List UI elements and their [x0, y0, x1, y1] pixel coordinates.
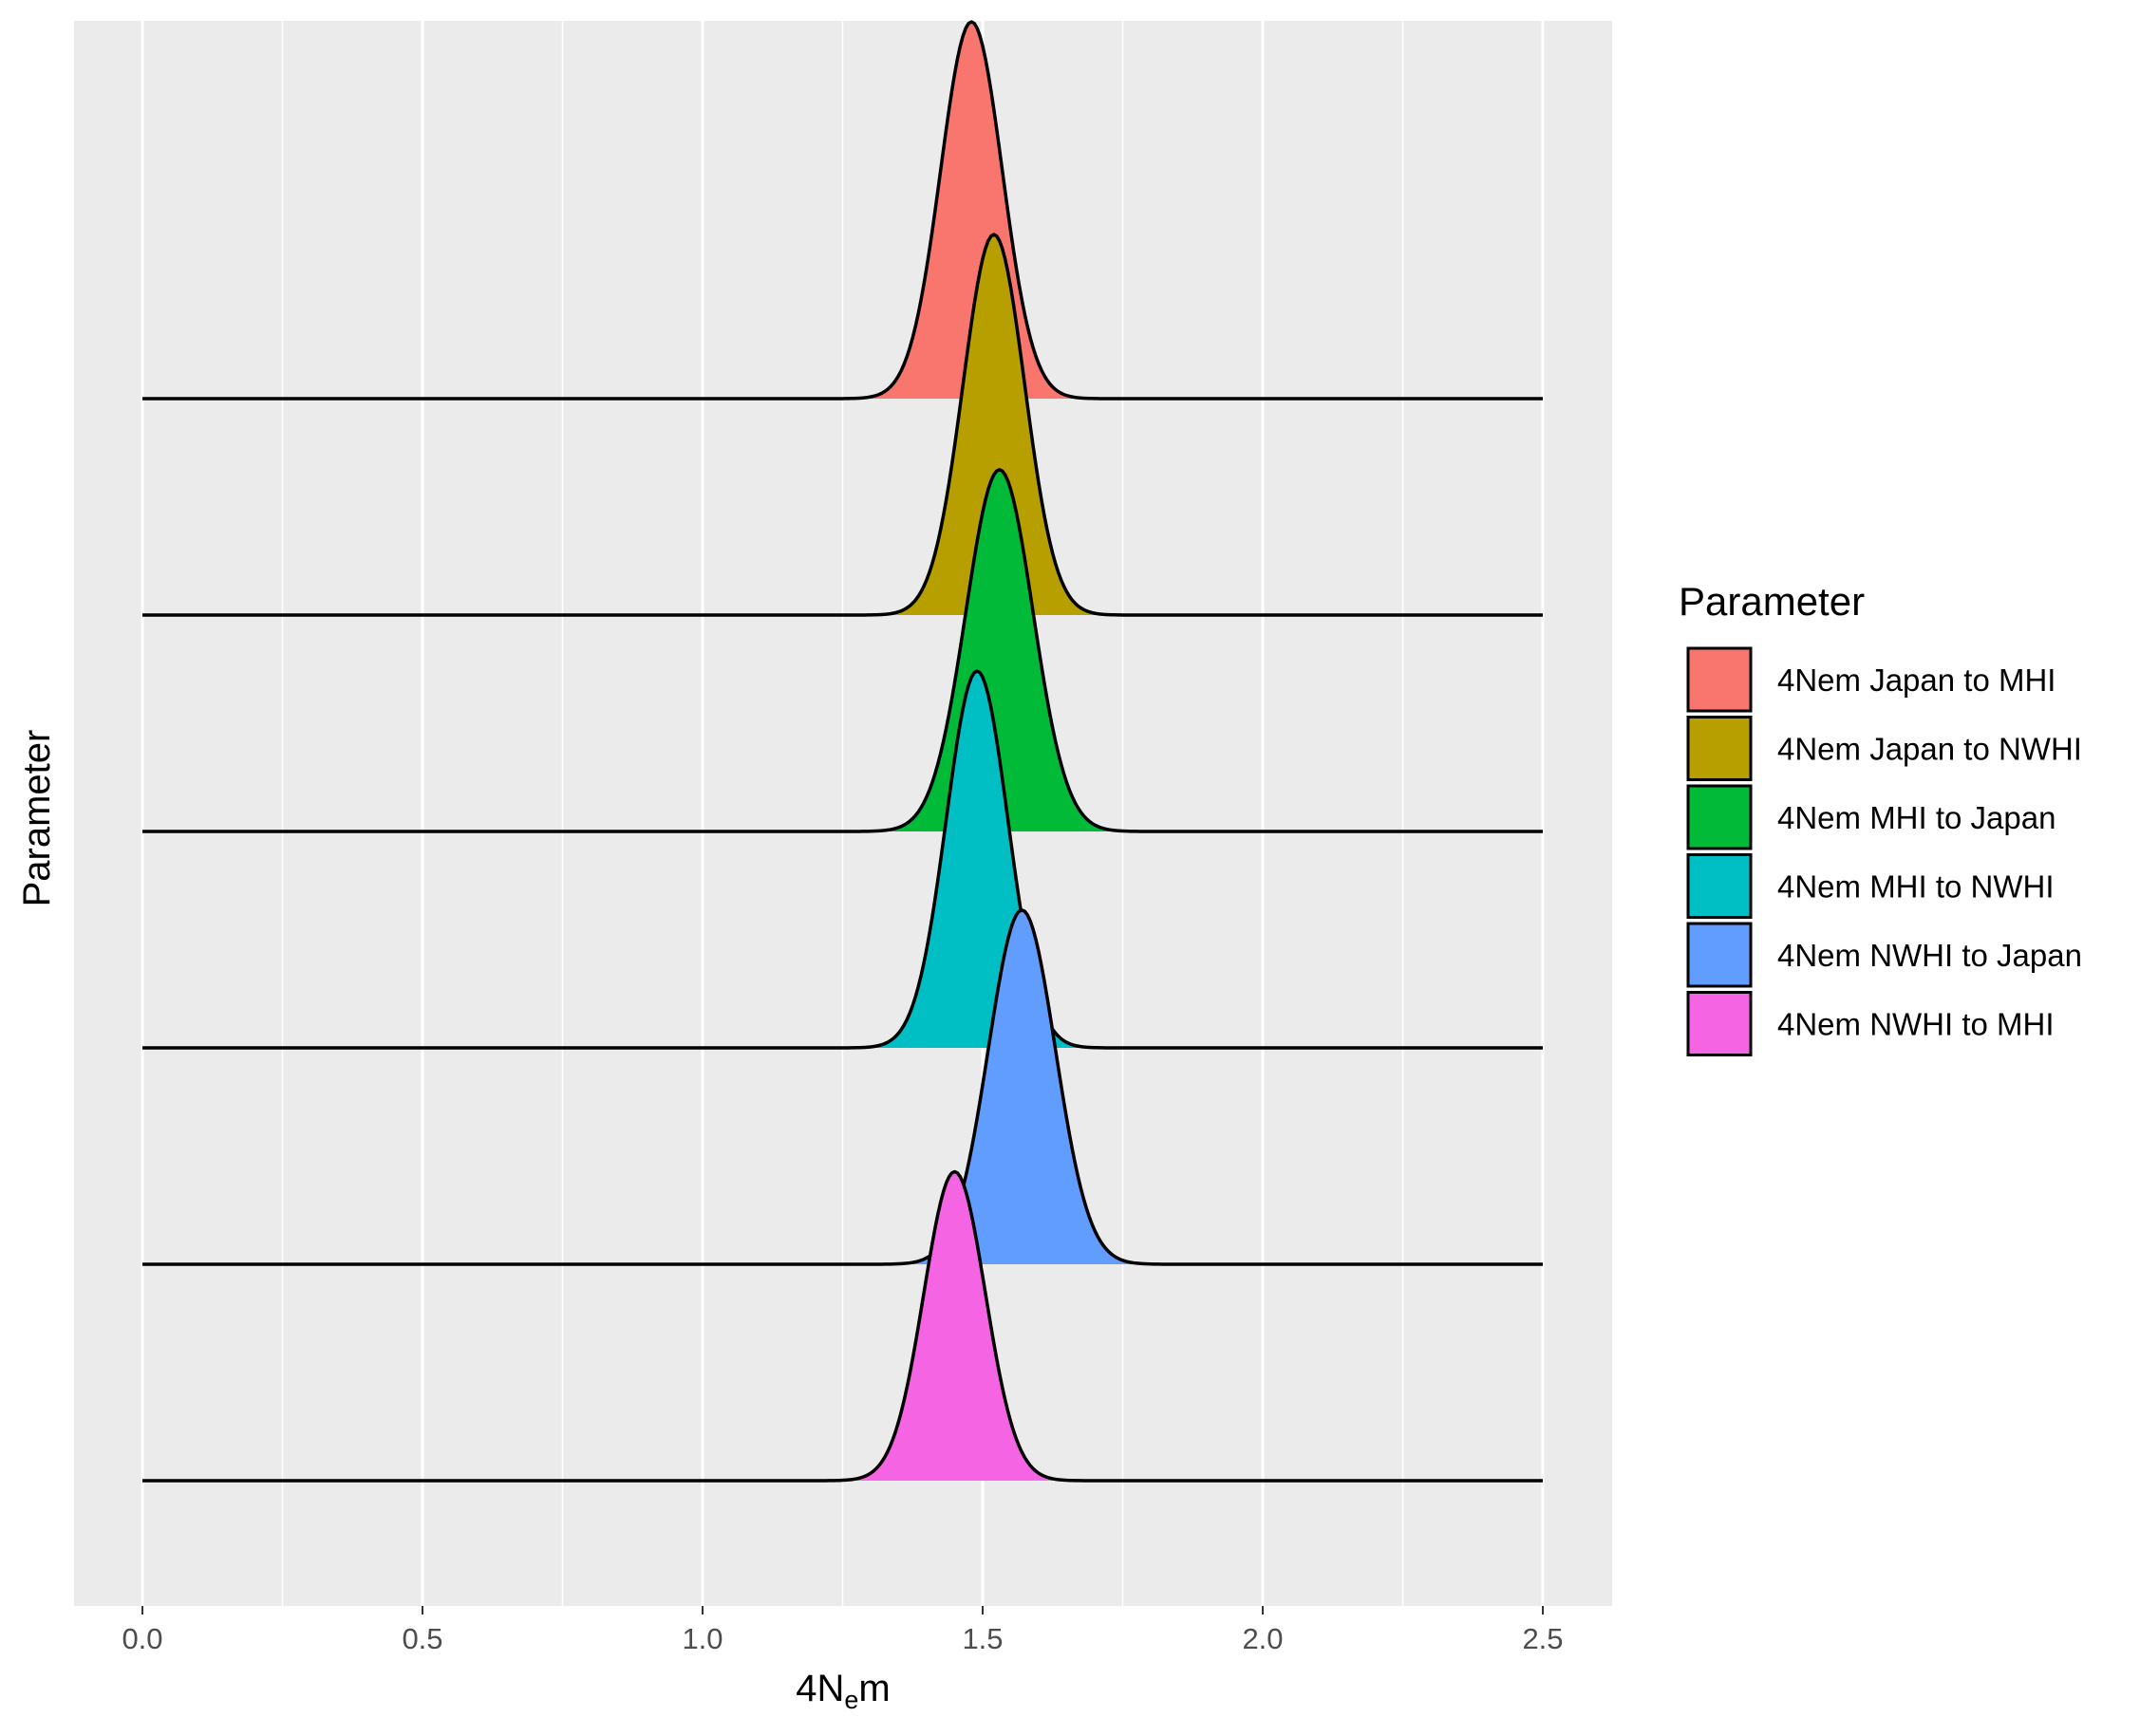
legend-key: [1686, 784, 1753, 850]
ridge-series: [142, 1169, 1543, 1483]
ridge-series: [142, 468, 1543, 833]
legend-label: 4Nem MHI to Japan: [1777, 800, 2056, 835]
legend-label: 4Nem NWHI to Japan: [1777, 938, 2082, 973]
legend: Parameter 4Nem Japan to MHI 4Nem Japan to…: [1679, 579, 2082, 1056]
legend-key: [1686, 853, 1753, 919]
legend-label: 4Nem Japan to NWHI: [1777, 732, 2082, 767]
ridge-outline: [142, 468, 1543, 833]
x-axis-title: 4Nem: [796, 1668, 891, 1714]
legend-key: [1686, 716, 1753, 781]
x-tick-label: 2.0: [1242, 1622, 1283, 1655]
ridge-outline: [142, 1169, 1543, 1483]
x-axis: 0.0 0.5 1.0 1.5 2.0 2.5: [122, 1606, 1564, 1655]
x-tick-label: 1.0: [682, 1622, 723, 1655]
legend-title: Parameter: [1679, 579, 1865, 624]
ridge-series: [142, 908, 1543, 1266]
ridge-series: [142, 233, 1543, 617]
ridge-outline: [142, 20, 1543, 401]
x-tick-label: 1.5: [962, 1622, 1003, 1655]
x-axis-title-subscript: e: [844, 1686, 858, 1714]
legend-label: 4Nem NWHI to MHI: [1777, 1007, 2055, 1042]
x-tick-label: 0.5: [402, 1622, 442, 1655]
ridge-outline: [142, 908, 1543, 1266]
legend-key: [1686, 991, 1753, 1056]
x-tick-label: 0.0: [122, 1622, 162, 1655]
ridge-series: [142, 20, 1543, 401]
ridge-outline: [142, 669, 1543, 1050]
ridge-outline: [142, 233, 1543, 617]
legend-key: [1686, 922, 1753, 988]
y-axis-title: Parameter: [16, 730, 58, 907]
ridge-series: [142, 669, 1543, 1050]
ridges: [142, 20, 1543, 1483]
legend-label: 4Nem Japan to MHI: [1777, 663, 2056, 698]
x-tick-label: 2.5: [1522, 1622, 1563, 1655]
legend-label: 4Nem MHI to NWHI: [1777, 869, 2055, 905]
legend-key: [1686, 646, 1753, 713]
